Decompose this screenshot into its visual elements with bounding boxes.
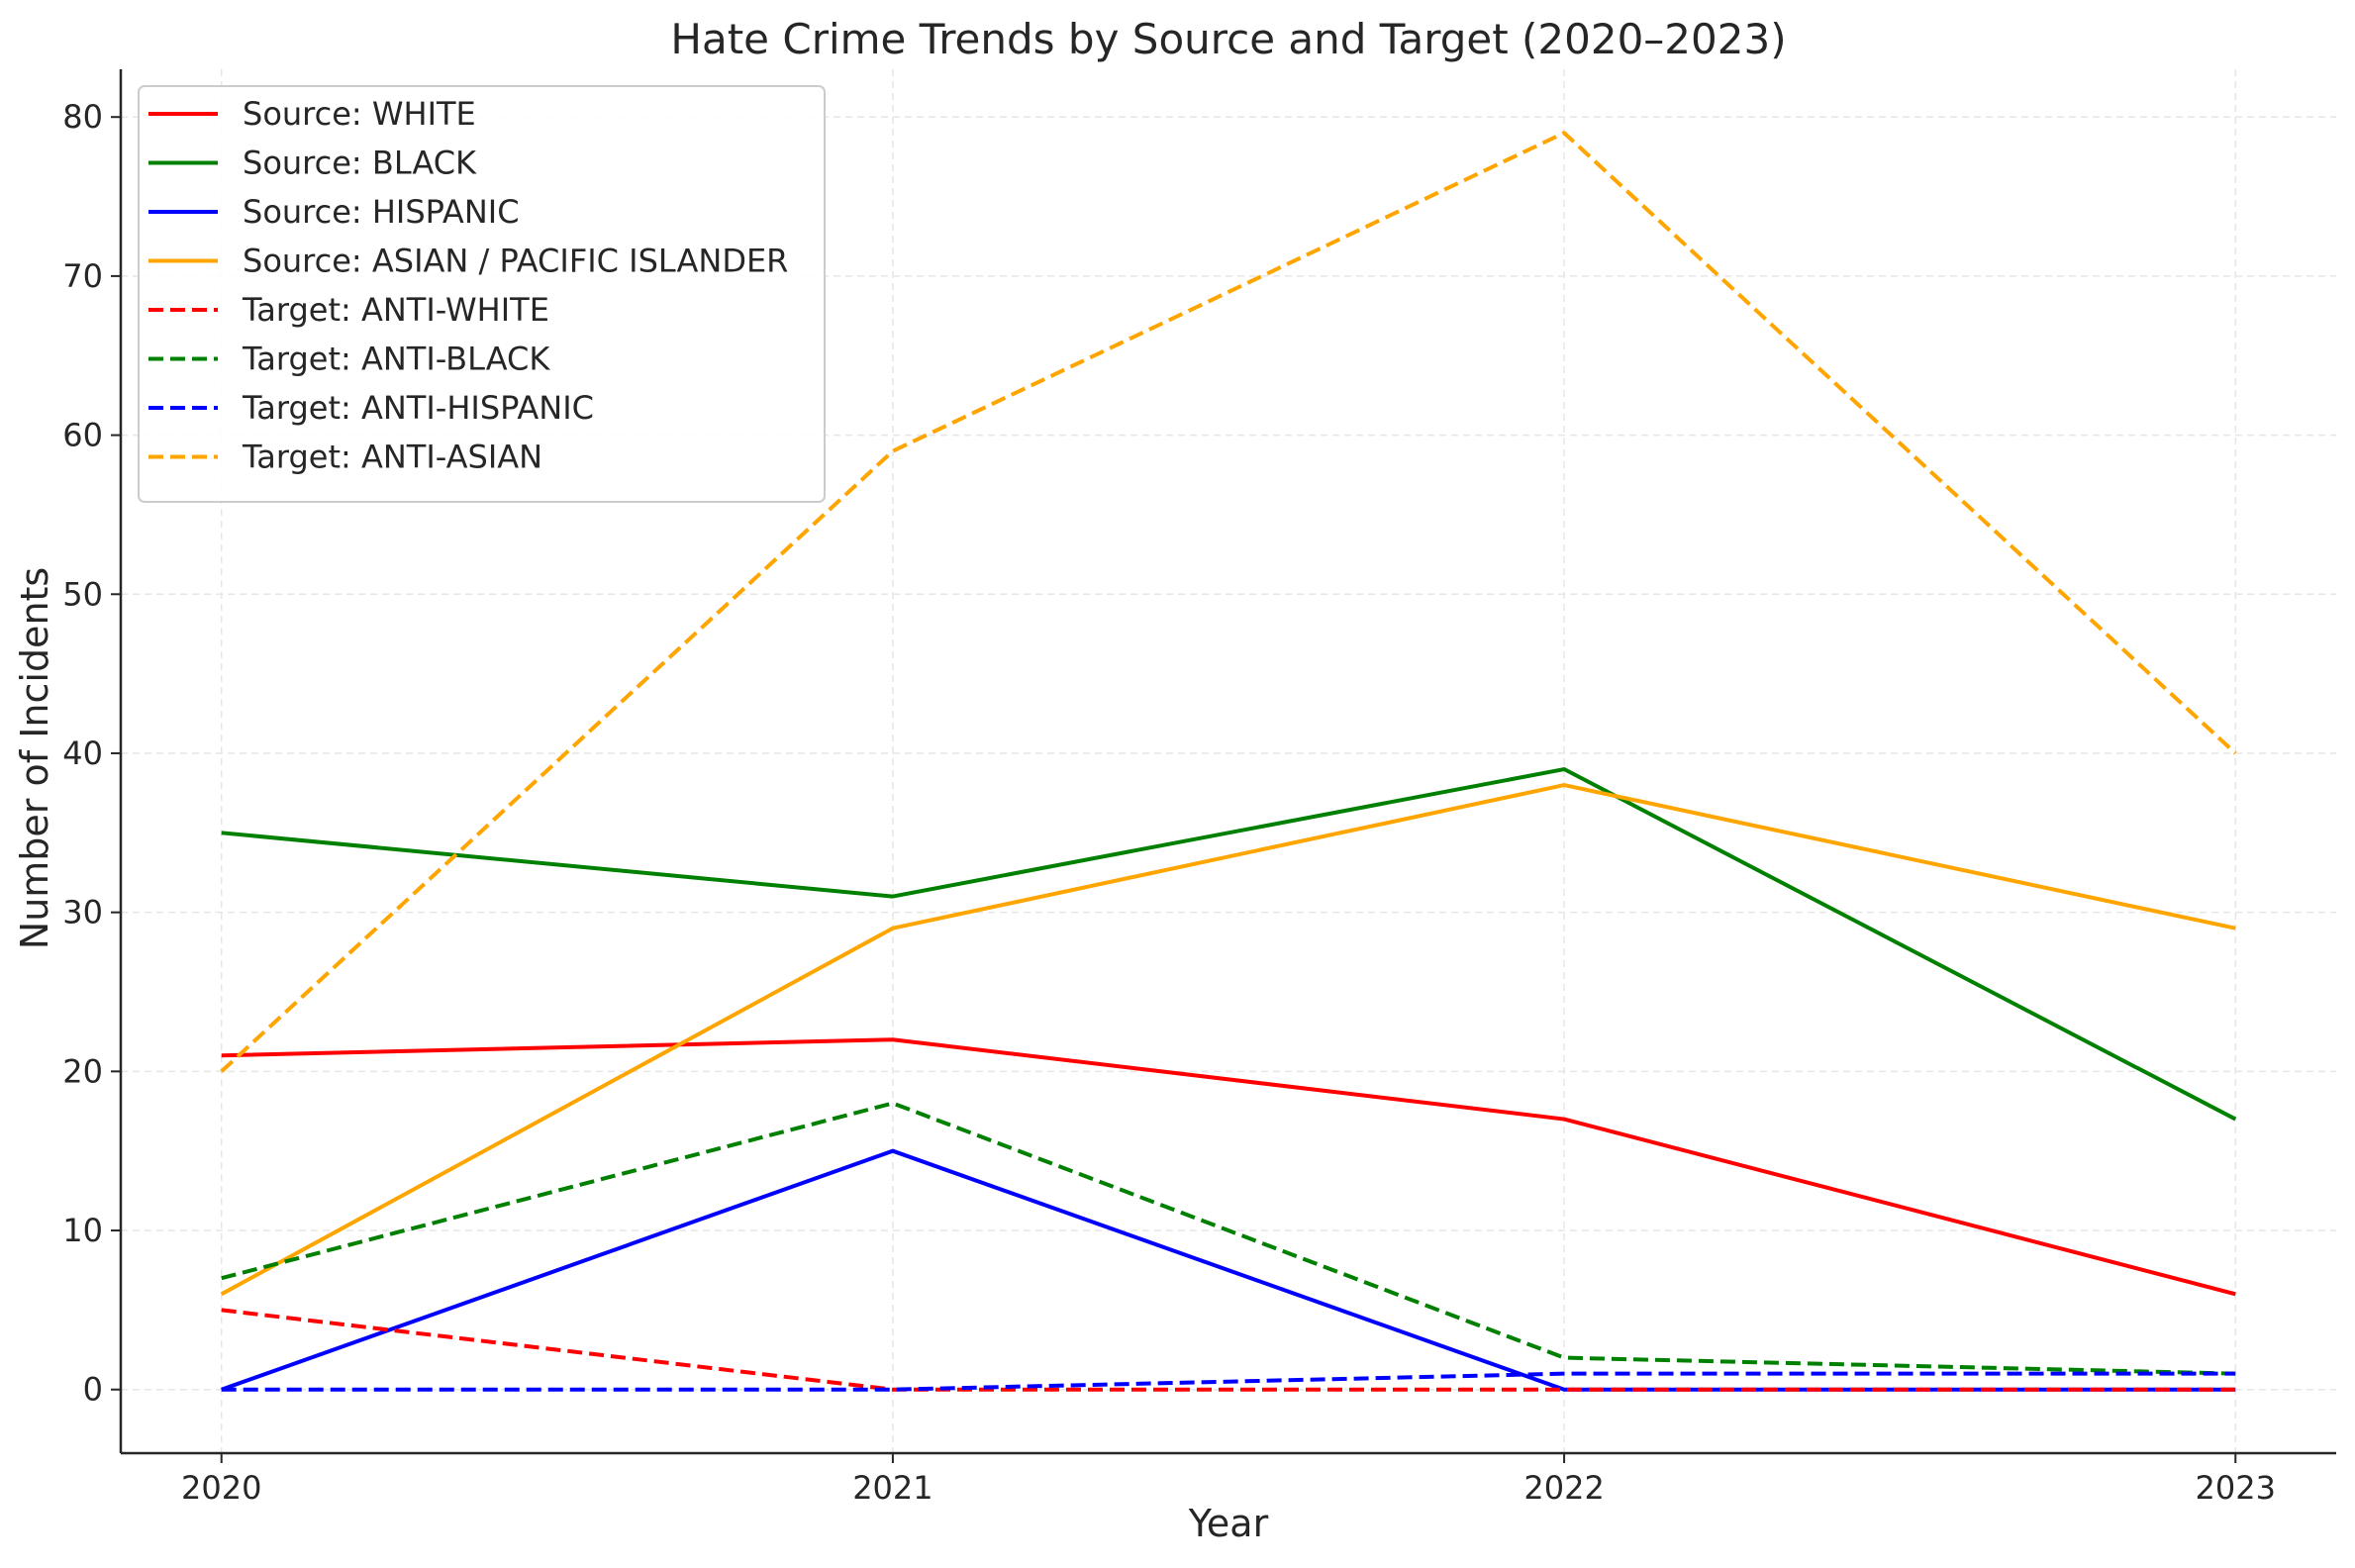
- legend-label-3: Source: ASIAN / PACIFIC ISLANDER: [243, 243, 788, 280]
- series-line-2: [221, 1148, 2236, 1392]
- legend-label-2: Source: HISPANIC: [243, 193, 520, 231]
- x-tick-label: 2023: [2196, 1469, 2276, 1507]
- legend-label-0: Source: WHITE: [243, 95, 476, 133]
- x-axis-label: Year: [1188, 1502, 1269, 1545]
- series-lines: [220, 131, 2237, 1392]
- chart-title: Hate Crime Trends by Source and Target (…: [670, 15, 1786, 63]
- x-tick-label: 2021: [852, 1469, 932, 1507]
- x-tick-label: 2022: [1523, 1469, 1604, 1507]
- y-tick-label: 50: [62, 575, 103, 613]
- y-tick-label: 20: [62, 1052, 103, 1090]
- y-tick-label: 70: [62, 257, 103, 295]
- y-tick-label: 80: [62, 98, 103, 136]
- y-tick-label: 0: [83, 1371, 103, 1409]
- y-tick-label: 60: [62, 417, 103, 454]
- legend-box: [138, 85, 826, 503]
- tick-labels: 0 10 20 30 40 50 60 70 80 2020 2021 2022 2023: [62, 98, 2276, 1507]
- legend: Source: WHITE Source: BLACK Source: HISPAN…: [138, 85, 826, 503]
- y-tick-label: 40: [62, 735, 103, 772]
- series-line-3: [220, 783, 2236, 1297]
- axes: [111, 69, 2336, 1463]
- series-line-0: [221, 1037, 2236, 1297]
- series-line-7: [220, 131, 2237, 1073]
- grid-lines: [121, 69, 2336, 1453]
- y-tick-label: 30: [62, 894, 103, 931]
- legend-label-1: Source: BLACK: [243, 145, 477, 182]
- x-tick-label: 2020: [181, 1469, 261, 1507]
- legend-label-6: Target: ANTI-HISPANIC: [242, 389, 594, 427]
- series-line-4: [221, 1308, 2236, 1392]
- series-line-1: [221, 767, 2237, 1122]
- legend-label-4: Target: ANTI-WHITE: [242, 291, 549, 329]
- legend-label-5: Target: ANTI-BLACK: [242, 341, 550, 378]
- series-line-6: [221, 1371, 2236, 1392]
- y-tick-label: 10: [62, 1212, 103, 1249]
- series-line-5: [221, 1101, 2236, 1376]
- legend-label-7: Target: ANTI-ASIAN: [242, 439, 542, 476]
- y-axis-label: Number of Incidents: [13, 567, 56, 949]
